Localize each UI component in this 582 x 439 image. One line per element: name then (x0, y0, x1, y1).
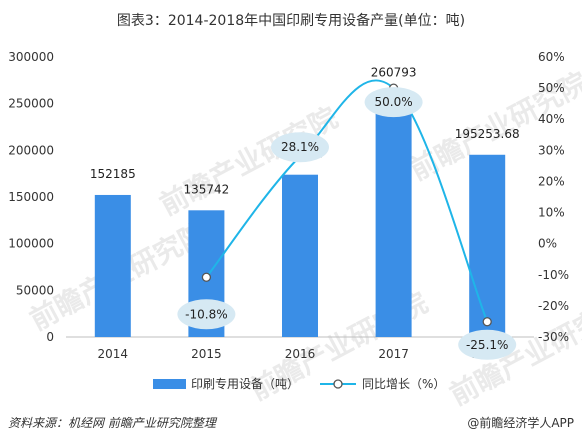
y-right-tick-label: 60% (538, 50, 565, 64)
y-left-tick-label: 0 (46, 330, 54, 344)
growth-label-bubble (177, 299, 236, 330)
y-right-tick-label: -30% (538, 330, 569, 344)
bar (94, 194, 131, 337)
bar-value-label: 195253.68 (455, 127, 520, 141)
legend-line-label: 同比增长（%） (362, 377, 445, 391)
legend-line-marker (333, 379, 343, 389)
y-left-tick-label: 150000 (8, 190, 54, 204)
growth-point (482, 317, 492, 327)
growth-value-label: -25.1% (466, 338, 508, 352)
x-tick-label: 2015 (191, 347, 222, 361)
x-tick-label: 2016 (285, 347, 316, 361)
y-left-tick-label: 200000 (8, 143, 54, 157)
y-left-tick-label: 50000 (16, 283, 54, 297)
growth-value-label: -10.8% (185, 307, 227, 321)
chart-title: 图表3：2014-2018年中国印刷专用设备产量(单位：吨) (116, 13, 466, 29)
footer-brand: @前瞻经济学人APP (467, 416, 574, 430)
legend-bar-swatch (153, 379, 186, 389)
growth-label-bubble (458, 329, 517, 360)
y-right-tick-label: -20% (538, 299, 569, 313)
legend-bar-label: 印刷专用设备（吨） (191, 376, 299, 391)
y-right-tick-label: 10% (538, 206, 565, 220)
bar (469, 154, 506, 337)
y-right-tick-label: 40% (538, 112, 565, 126)
bar-value-label: 152185 (90, 167, 136, 181)
y-left-tick-label: 300000 (8, 50, 54, 64)
x-tick-label: 2014 (98, 347, 129, 361)
growth-label-bubble (364, 87, 423, 118)
y-right-tick-label: 30% (538, 143, 565, 157)
bar (375, 93, 412, 337)
bar-value-label: 135742 (183, 182, 229, 196)
y-right-tick-label: 0% (538, 237, 557, 251)
growth-line (205, 79, 489, 323)
growth-label-bubble (271, 132, 329, 163)
y-left-tick-label: 250000 (8, 97, 54, 111)
x-tick-label: 2017 (378, 347, 409, 361)
growth-point (201, 272, 212, 282)
growth-value-label: 50.0% (375, 95, 413, 109)
y-left-tick-label: 100000 (8, 237, 54, 251)
y-right-tick-label: -10% (538, 268, 569, 282)
bar (282, 174, 318, 337)
y-right-tick-label: 20% (538, 174, 565, 188)
growth-value-label: 28.1% (281, 140, 319, 154)
footer-source: 资料来源：机经网 前瞻产业研究院整理 (8, 416, 216, 430)
y-right-tick-label: 50% (538, 81, 565, 95)
bar-value-label: 260793 (371, 66, 417, 80)
